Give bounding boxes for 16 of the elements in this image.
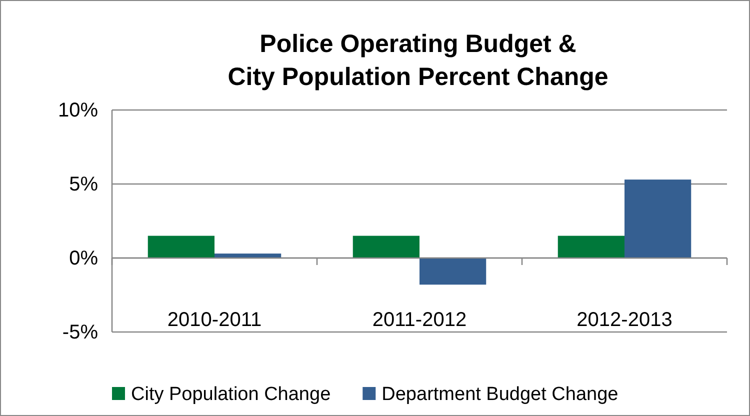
bar — [624, 180, 692, 258]
bar — [148, 236, 214, 258]
bar — [420, 258, 486, 285]
y-tick-label: 0% — [69, 247, 98, 270]
legend-label: Department Budget Change — [382, 384, 618, 405]
y-tick-label: 5% — [69, 173, 98, 196]
x-tick-label: 2011-2012 — [372, 309, 467, 331]
x-tick-label: 2010-2011 — [167, 309, 262, 331]
legend-label: City Population Change — [131, 384, 331, 405]
bar — [352, 236, 420, 258]
y-tick-label: 10% — [58, 99, 98, 122]
chart-title: Police Operating Budget & City Population Percent Change — [228, 30, 608, 91]
bar — [214, 254, 282, 258]
y-tick-label: -5% — [62, 321, 98, 344]
x-tick-label: 2012-2013 — [576, 309, 672, 331]
bar — [558, 236, 624, 258]
